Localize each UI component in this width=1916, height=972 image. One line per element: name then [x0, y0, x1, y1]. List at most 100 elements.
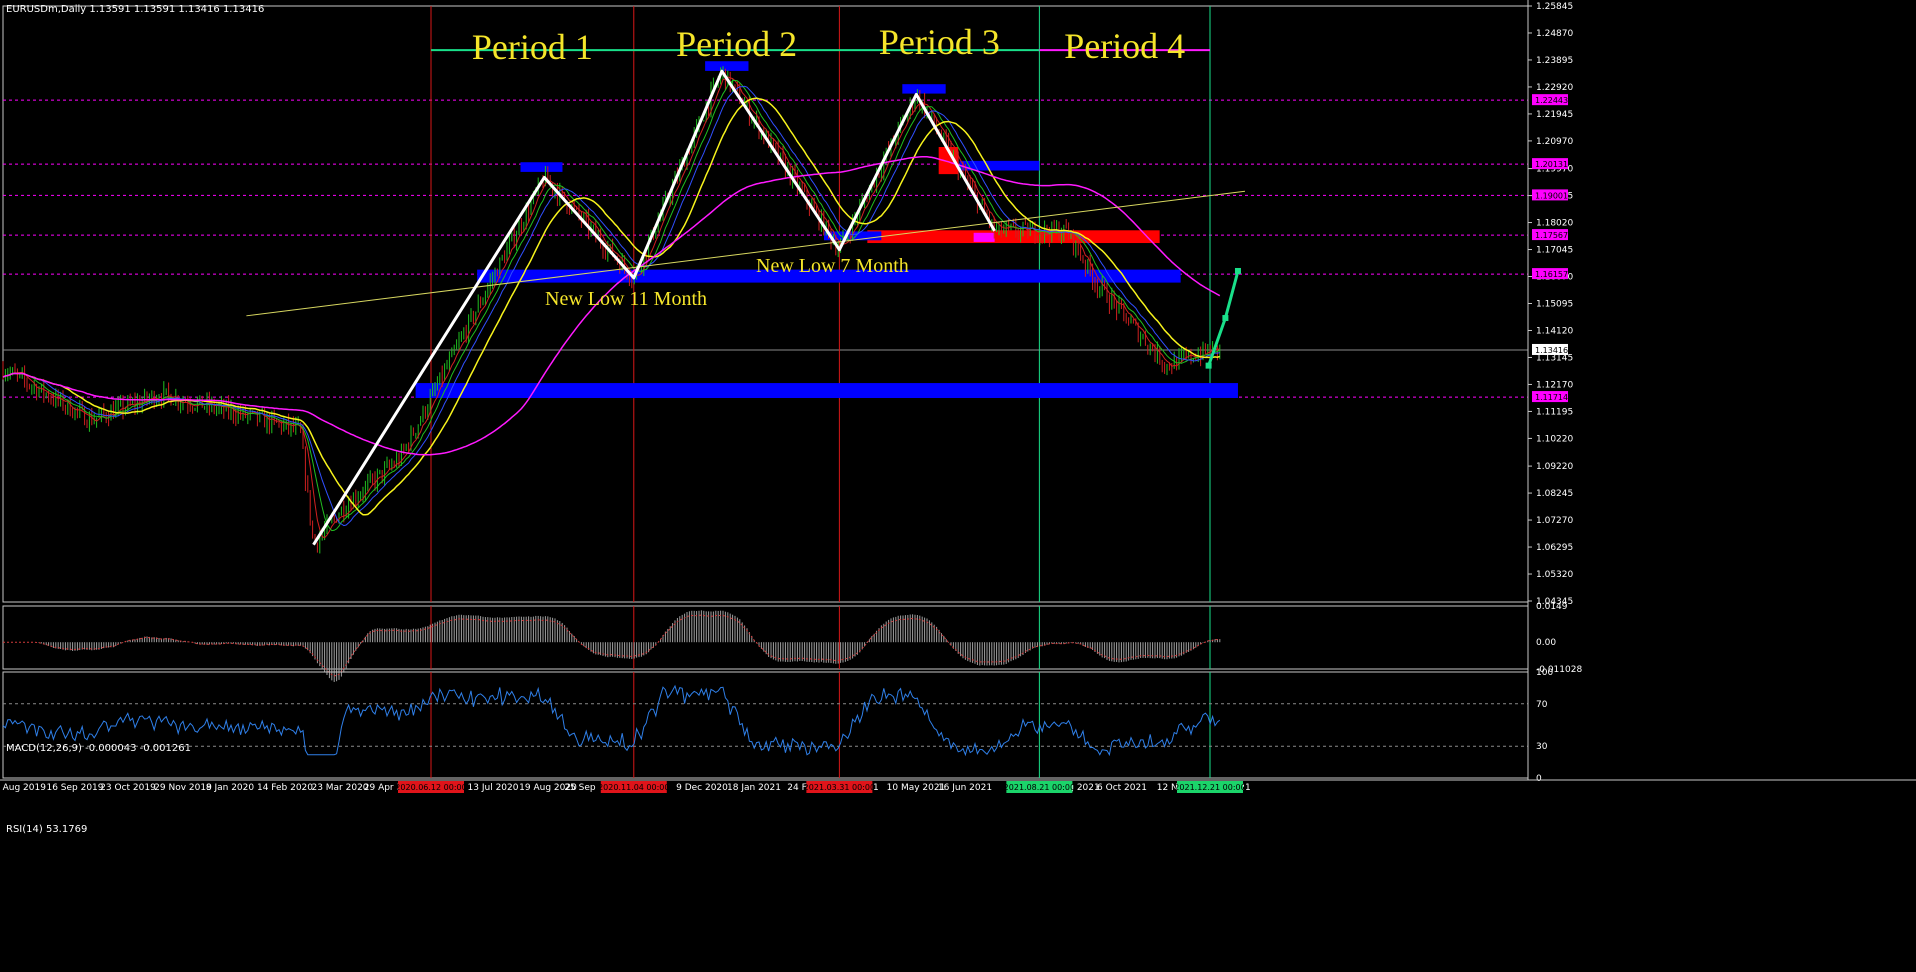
ma-blue — [2, 85, 1220, 527]
y-tick-label: 1.14120 — [1536, 326, 1573, 336]
x-tick-label: 23 Mar 2020 — [311, 783, 368, 793]
y-tick-label: 1.07270 — [1536, 516, 1573, 526]
y-tick-label: 1.15095 — [1536, 300, 1573, 310]
rsi-tick-label: 100 — [1536, 668, 1553, 678]
y-tick-label: 1.21945 — [1536, 110, 1573, 120]
current-price-tag — [1532, 343, 1568, 355]
x-tick-label: 16 Jun 2021 — [938, 783, 992, 793]
red-zone — [867, 230, 1160, 244]
pivot-marker — [973, 232, 995, 242]
period-label: Period 1 — [472, 27, 593, 67]
macd-header: MACD(12,26,9) -0.000043 -0.001261 — [6, 743, 191, 754]
projection-point — [1222, 315, 1229, 322]
current-price-label: 1.13416 — [1535, 346, 1568, 355]
price-tag-label: 1.20131 — [1535, 160, 1568, 169]
y-tick-label: 1.05320 — [1536, 570, 1573, 580]
y-tick-label: 1.23895 — [1536, 56, 1573, 66]
y-tick-label: 1.17045 — [1536, 246, 1573, 256]
trend-line — [246, 190, 1246, 317]
symbol-header: EURUSDm,Daily 1.13591 1.13591 1.13416 1.… — [6, 4, 264, 15]
y-tick-label: 1.19970 — [1536, 165, 1573, 175]
date-badge-label: 2020.11.04 00:00 — [598, 783, 669, 792]
pivot-marker — [902, 84, 946, 94]
x-tick-label: 13 Jul 2020 — [468, 783, 519, 793]
price-tag — [1532, 229, 1568, 241]
macd-tick-label: 0.0149 — [1536, 602, 1568, 612]
rsi-tick-label: 0 — [1536, 774, 1542, 784]
date-badge — [806, 781, 873, 793]
panel-frame — [2, 671, 1529, 779]
macd-signal-line — [3, 614, 1220, 677]
y-tick-label: 1.20970 — [1536, 137, 1573, 147]
x-tick-label: 12 No — [1157, 783, 1184, 793]
x-tick-label: 18 Jan 2021 — [727, 783, 781, 793]
price-axis: 1.25845 1.24870 1.23895 1.22920 1.21945 1.209… — [1527, 0, 1582, 784]
ma-yellow — [2, 97, 1221, 516]
x-tick-label: 9 Aug 2019 — [0, 783, 46, 793]
date-badge-label: 2021.12.21 00:00 — [1174, 783, 1245, 792]
macd-panel[interactable] — [2, 605, 1529, 682]
blue-zone — [477, 269, 1181, 283]
period-label: Period 2 — [676, 24, 797, 64]
x-tick-label: 24 F — [787, 783, 807, 793]
panel-frame — [2, 5, 1529, 603]
x-tick-label: 9 Dec 2020 — [676, 783, 728, 793]
y-tick-label: 1.06295 — [1536, 543, 1573, 553]
x-tick-label: 10 May 2021 — [887, 783, 946, 793]
rsi-tick-label: 70 — [1536, 700, 1548, 710]
y-tick-label: 1.08245 — [1536, 489, 1573, 499]
x-tick-label: 21 — [867, 783, 878, 793]
x-tick-label: 29 Apr 2 — [364, 783, 402, 793]
date-badge-label: 2020.06.12 00:00 — [395, 783, 466, 792]
price-panel[interactable]: Period 1 Period 2 Period 3 Period 4 New Low … — [2, 5, 1529, 603]
rsi-header: RSI(14) 53.1769 — [6, 824, 87, 835]
x-tick-label: 25 Sep — [564, 783, 596, 793]
date-badge — [1006, 781, 1073, 793]
price-tag-label: 1.17567 — [1535, 231, 1568, 240]
date-badge-label: 2021.08.21 00:00 — [1004, 783, 1075, 792]
pivot-marker — [705, 61, 749, 71]
annotation-label: New Low 11 Month — [545, 288, 707, 310]
period-label: Period 3 — [879, 22, 1000, 62]
price-tag — [1532, 158, 1568, 170]
zigzag-line — [312, 69, 996, 546]
y-tick-label: 1.12170 — [1536, 380, 1573, 390]
macd-tick-label: 0.00 — [1536, 638, 1556, 648]
y-tick-label: 1.25845 — [1536, 2, 1573, 12]
y-tick-label: 1.24870 — [1536, 29, 1573, 39]
y-tick-label: 1.11195 — [1536, 407, 1573, 417]
x-tick-label: 23 Oct 2019 — [100, 783, 156, 793]
y-tick-label: 1.22920 — [1536, 83, 1573, 93]
x-tick-label: 8 Jan 2020 — [206, 783, 254, 793]
y-tick-label: 1.18020 — [1536, 219, 1573, 229]
panel-frame — [2, 605, 1529, 670]
price-tag — [1532, 94, 1568, 106]
x-tick-label: 19 Aug 2020 — [519, 783, 577, 793]
blue-zone — [415, 383, 1238, 399]
pivot-marker — [959, 160, 1040, 171]
pivot-marker — [520, 162, 563, 172]
price-tag-label: 1.11714 — [1535, 393, 1568, 402]
date-badge — [398, 781, 464, 793]
y-tick-label: 1.13145 — [1536, 353, 1573, 363]
date-badge — [1177, 781, 1243, 793]
price-tag-label: 1.16157 — [1535, 270, 1568, 279]
macd-tick-label: -0.011028 — [1536, 665, 1582, 675]
price-tag-label: 1.22443 — [1535, 96, 1568, 105]
x-tick-label: 21 — [1239, 783, 1250, 793]
rsi-tick-label: 30 — [1536, 742, 1548, 752]
price-tag — [1532, 189, 1568, 201]
rsi-panel[interactable] — [2, 671, 1529, 779]
annotation-label: New Low 7 Month — [756, 255, 909, 277]
y-tick-label: 1.10220 — [1536, 434, 1573, 444]
price-tag — [1532, 268, 1568, 280]
ma-magenta — [2, 155, 1221, 456]
x-tick-label: 6 Oct 2021 — [1097, 783, 1147, 793]
x-tick-label: 29 Nov 2019 — [154, 783, 212, 793]
date-badge — [600, 781, 667, 793]
price-tag-label: 1.19001 — [1535, 191, 1568, 200]
x-tick-label: 16 Sep 2019 — [46, 783, 103, 793]
